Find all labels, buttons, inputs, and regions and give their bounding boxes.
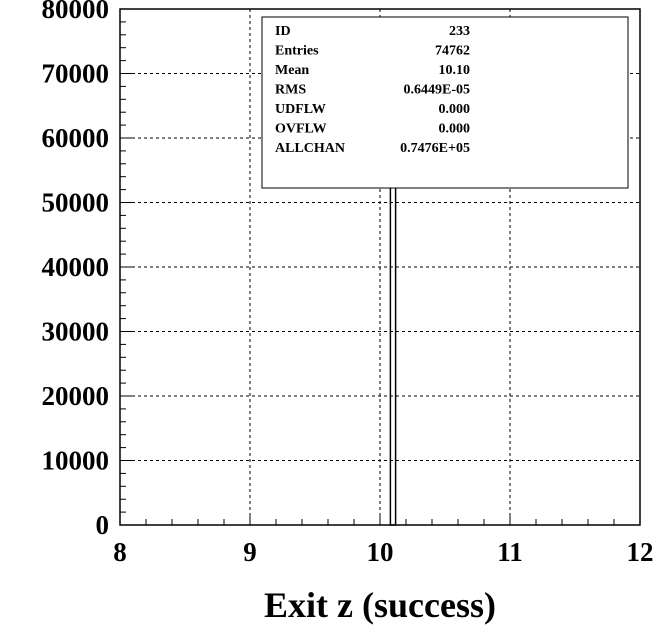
x-tick-label: 11 <box>497 537 523 567</box>
x-tick-label: 12 <box>627 537 654 567</box>
x-axis-label: Exit z (success) <box>264 585 496 625</box>
y-tick-label: 0 <box>96 510 110 540</box>
stats-value: 0.000 <box>439 122 471 137</box>
y-tick-label: 70000 <box>42 59 110 89</box>
stats-label: Entries <box>275 44 319 59</box>
y-tick-label: 80000 <box>42 0 110 24</box>
y-tick-label: 40000 <box>42 252 110 282</box>
y-tick-label: 30000 <box>42 317 110 347</box>
y-tick-label: 10000 <box>42 446 110 476</box>
stats-box: ID 233 Entries 74762 Mean 10.10 RMS 0.6449E-05 U… <box>261 16 629 189</box>
stats-value: 0.000 <box>439 102 471 117</box>
stats-label: ALLCHAN <box>275 141 345 156</box>
stats-value: 0.7476E+05 <box>400 141 470 156</box>
y-tick-labels: 0 10000 20000 30000 40000 50000 60000 70000 8000… <box>42 0 110 540</box>
y-tick-label: 60000 <box>42 123 110 153</box>
stats-value: 233 <box>449 24 470 39</box>
x-tick-label: 10 <box>367 537 394 567</box>
stats-label: UDFLW <box>275 102 326 117</box>
stats-label: OVFLW <box>275 122 327 137</box>
stats-value: 10.10 <box>439 63 471 78</box>
stats-value: 0.6449E-05 <box>404 83 471 98</box>
stats-box-frame <box>261 16 629 189</box>
plot-frame <box>119 8 641 526</box>
x-tick-label: 9 <box>243 537 257 567</box>
y-tick-label: 50000 <box>42 188 110 218</box>
stats-label: Mean <box>275 63 309 78</box>
x-tick-label: 8 <box>113 537 127 567</box>
x-tick-labels: 8 9 10 11 12 <box>113 537 653 567</box>
y-tick-label: 20000 <box>42 381 110 411</box>
stats-label: ID <box>275 24 291 39</box>
stats-value: 74762 <box>435 44 470 59</box>
stats-label: RMS <box>275 83 306 98</box>
